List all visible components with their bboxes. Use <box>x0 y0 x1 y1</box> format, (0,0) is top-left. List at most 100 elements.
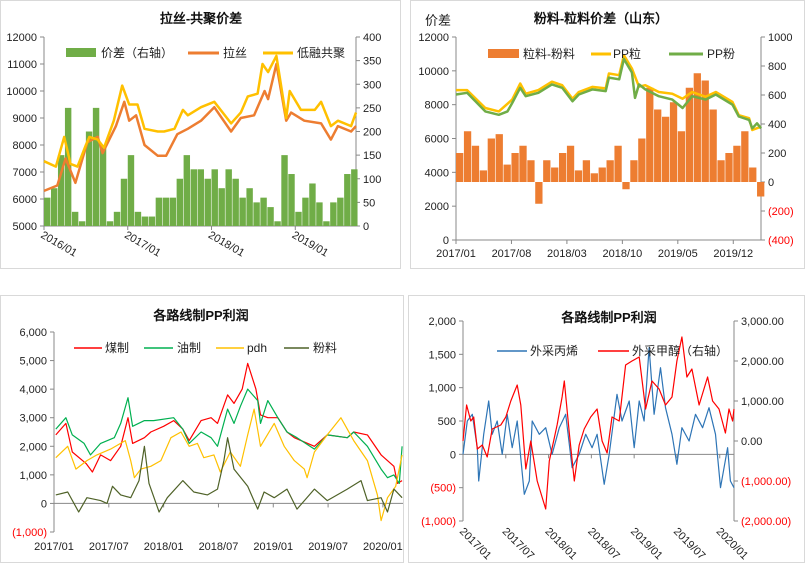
bar <box>106 221 114 226</box>
bar <box>733 145 741 182</box>
bar <box>669 102 678 182</box>
legend-label: 拉丝 <box>223 45 247 60</box>
x-axis-label: 2018/01 <box>144 541 184 553</box>
bar <box>309 183 316 226</box>
right-axis-label: 800 <box>768 61 786 73</box>
bar <box>630 160 638 182</box>
right-axis-label: 0 <box>363 221 369 233</box>
bar <box>749 167 757 182</box>
left-axis-label: 7000 <box>13 167 37 179</box>
x-axis-label: 2017/07 <box>89 541 129 553</box>
left-axis-label: 0 <box>41 498 47 510</box>
chart-title: 粉料-粒料价差（山东） <box>534 11 668 26</box>
legend-label: 粉料 <box>313 341 337 355</box>
legend-label: 低融共聚 <box>297 46 345 60</box>
bar <box>246 188 253 226</box>
right-axis-label: (1,000.00) <box>741 476 791 488</box>
bar <box>614 145 622 182</box>
legend-label: 外采丙烯 <box>530 344 578 358</box>
legend-label: 价差（右轴） <box>101 45 173 60</box>
bar <box>232 178 239 226</box>
bar <box>141 216 149 226</box>
x-axis-label: 2017/01 <box>457 526 494 563</box>
x-axis-label: 2019/01 <box>290 229 330 259</box>
series-line <box>55 388 403 484</box>
y-axis-title: 价差 <box>425 13 451 28</box>
bar <box>302 197 309 226</box>
series-line <box>462 336 735 510</box>
right-axis-label: 250 <box>363 103 381 115</box>
left-axis-label: 12000 <box>418 32 449 44</box>
bar <box>558 153 567 182</box>
purchased-feed-profit-chart: 各路线制PP利润 (1,000) (500) 0 500 1,000 1,500 2,000 (… <box>421 310 791 563</box>
bar <box>225 169 232 226</box>
x-axis-label: 2019/07 <box>308 541 348 553</box>
bar <box>693 73 701 182</box>
bar <box>218 188 225 226</box>
x-axis-label: 2020/01 <box>714 526 751 563</box>
bar <box>566 145 575 182</box>
bar <box>638 138 646 182</box>
right-axis-label: 150 <box>363 150 381 162</box>
x-axis-label: 2018/01 <box>542 526 579 563</box>
bar <box>709 109 717 182</box>
x-axis-label: 2017/01 <box>436 248 476 260</box>
bar <box>463 131 472 182</box>
left-axis-label: 4,000 <box>19 384 47 396</box>
left-axis-label: 2000 <box>425 201 449 213</box>
route-profit-chart: 各路线制PP利润 (1,000) 0 1,000 2,000 3,000 4,000 5,00… <box>12 308 403 553</box>
bar <box>574 170 583 182</box>
right-axis-label: 1,000.00 <box>741 396 784 408</box>
bar <box>456 153 464 182</box>
x-axis-label: 2020/01 <box>363 541 403 553</box>
left-axis-label: 1,000 <box>19 470 47 482</box>
bar <box>654 109 662 182</box>
x-axis-label: 2018/03 <box>547 248 587 260</box>
bar <box>267 207 274 226</box>
bar <box>99 145 107 226</box>
bar <box>646 87 654 182</box>
left-axis-label: 0 <box>450 449 456 461</box>
bar <box>685 87 694 182</box>
x-axis-label: 2019/01 <box>253 541 293 553</box>
chart-title: 拉丝-共聚价差 <box>160 11 242 26</box>
left-axis-label: 8000 <box>13 140 37 152</box>
bar <box>50 188 58 226</box>
right-axis-label: (400) <box>768 235 794 247</box>
bar <box>44 197 51 226</box>
bar <box>757 182 765 197</box>
left-axis-label: (1,000) <box>12 527 47 539</box>
bar <box>316 202 323 226</box>
series-line <box>43 54 358 168</box>
legend-label: PP粒 <box>613 46 641 61</box>
bar <box>519 145 527 182</box>
left-axis-label: 1,000 <box>428 383 456 395</box>
left-axis-label: 500 <box>438 416 456 428</box>
bar <box>288 174 295 226</box>
x-axis-label: 2018/01 <box>206 229 246 259</box>
chart-panel-drawn-vs-copolymer-spread: 拉丝-共聚价差 5000 6000 7000 8000 9000 10000 11000 120… <box>0 0 401 269</box>
left-axis-label: 6000 <box>425 134 449 146</box>
bar <box>113 211 121 226</box>
bar <box>741 131 749 182</box>
chart-panel-pp-purchased-feed-profit: 各路线制PP利润 (1,000) (500) 0 500 1,000 1,500 2,000 (… <box>408 295 805 563</box>
right-axis-label: 400 <box>768 119 786 131</box>
bar <box>471 145 480 182</box>
x-axis-label: 2017/08 <box>492 248 532 260</box>
x-axis-label: 2019/12 <box>713 248 753 260</box>
bar <box>337 197 344 226</box>
bar <box>527 160 535 182</box>
powder-pellet-chart: 粉料-粒料价差（山东）价差020004000600080001000012000… <box>418 11 794 260</box>
left-axis-label: 9000 <box>13 113 37 125</box>
bar <box>274 221 281 226</box>
bar <box>330 202 337 226</box>
series-line <box>455 57 762 130</box>
bar <box>78 221 86 226</box>
left-axis-label: 2,000 <box>19 441 47 453</box>
bar <box>176 178 184 226</box>
left-axis-label: 2,000 <box>428 316 456 328</box>
bar <box>197 169 204 226</box>
bar <box>582 160 591 182</box>
left-axis-label: 10000 <box>418 66 449 78</box>
bar <box>323 221 330 226</box>
